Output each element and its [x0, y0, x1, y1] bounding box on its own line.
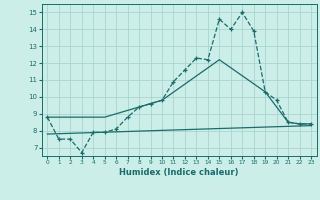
X-axis label: Humidex (Indice chaleur): Humidex (Indice chaleur): [119, 168, 239, 177]
